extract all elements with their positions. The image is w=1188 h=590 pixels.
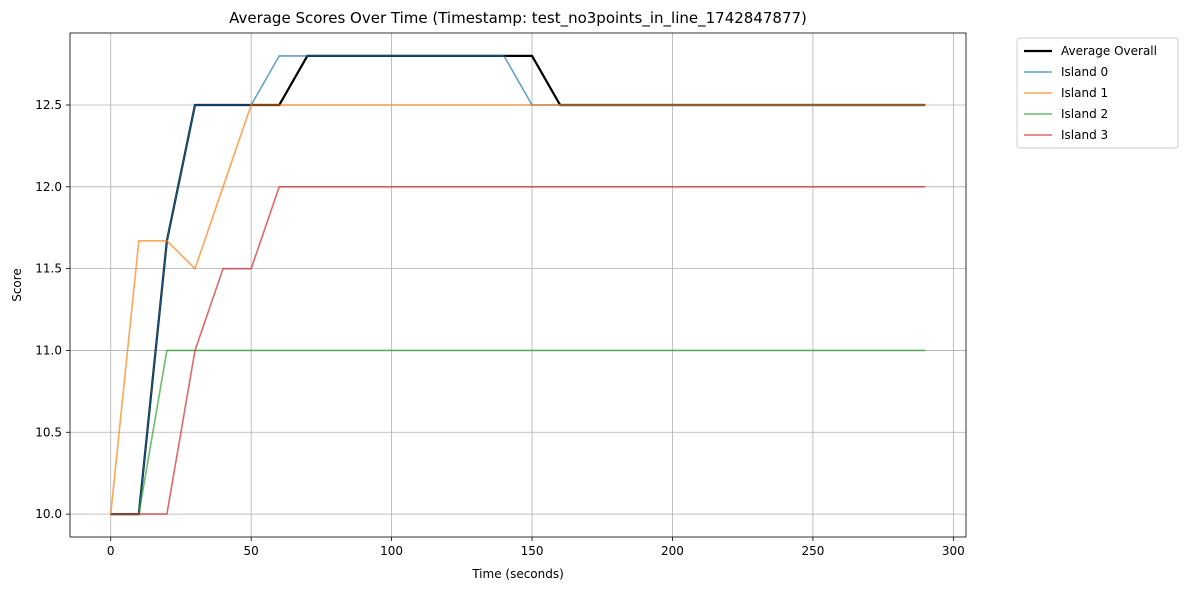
legend-label: Average Overall bbox=[1061, 44, 1157, 58]
series-lines bbox=[109, 54, 926, 516]
legend-label: Island 1 bbox=[1061, 86, 1108, 100]
x-tick-label: 100 bbox=[380, 544, 403, 558]
legend: Average Overall Island 0 Island 1 Island 2 I… bbox=[1016, 37, 1179, 149]
x-tick-label: 300 bbox=[942, 544, 965, 558]
legend-island-1: Island 1 bbox=[1024, 86, 1108, 100]
legend-frame bbox=[1016, 37, 1179, 149]
island-1-line bbox=[109, 104, 926, 515]
legend-label: Island 2 bbox=[1061, 107, 1108, 121]
x-tick-label: 250 bbox=[801, 544, 824, 558]
island-3-line bbox=[110, 186, 926, 515]
x-tick-label: 0 bbox=[107, 544, 115, 558]
chart-title: Average Scores Over Time (Timestamp: tes… bbox=[229, 9, 807, 28]
legend-label: Island 3 bbox=[1061, 128, 1108, 142]
y-tick-label: 10.0 bbox=[35, 507, 62, 521]
legend-average-overall: Average Overall bbox=[1024, 44, 1157, 58]
y-tick-label: 11.5 bbox=[35, 262, 62, 276]
y-tick-label: 12.0 bbox=[35, 180, 62, 194]
y-tick-label: 10.5 bbox=[35, 425, 62, 439]
island-2-line bbox=[110, 349, 926, 515]
axis-ticks: 0 50 100 150 200 250 300 10.0 10.5 11.0 11.5 12.0 12… bbox=[35, 98, 965, 558]
y-tick-label: 12.5 bbox=[35, 98, 62, 112]
x-tick-label: 150 bbox=[521, 544, 544, 558]
legend-island-2: Island 2 bbox=[1024, 107, 1108, 121]
x-axis-label: Time (seconds) bbox=[471, 567, 564, 581]
x-tick-label: 50 bbox=[244, 544, 259, 558]
legend-island-0: Island 0 bbox=[1024, 65, 1108, 79]
plot-frame bbox=[69, 32, 967, 538]
y-tick-label: 11.0 bbox=[35, 343, 62, 357]
y-axis-label: Score bbox=[10, 268, 24, 302]
legend-island-3: Island 3 bbox=[1024, 128, 1108, 142]
x-tick-label: 200 bbox=[661, 544, 684, 558]
legend-label: Island 0 bbox=[1061, 65, 1108, 79]
